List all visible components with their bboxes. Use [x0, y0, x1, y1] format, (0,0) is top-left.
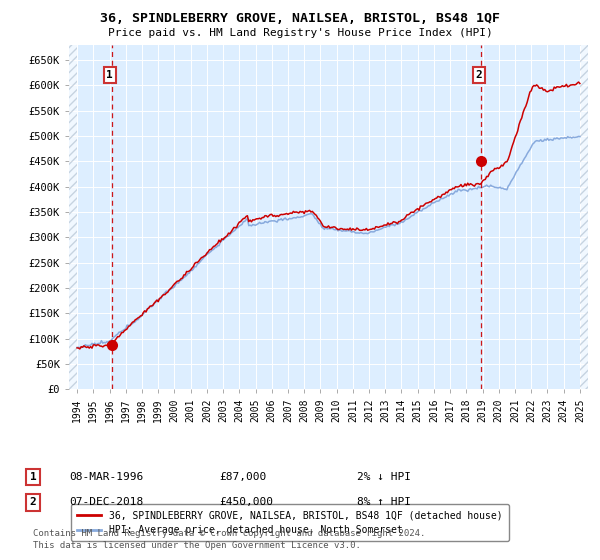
- Bar: [580, 45, 588, 389]
- Bar: [69, 45, 77, 389]
- Text: 1: 1: [106, 70, 113, 80]
- Text: 1: 1: [29, 472, 37, 482]
- Text: Contains HM Land Registry data © Crown copyright and database right 2024.
This d: Contains HM Land Registry data © Crown c…: [33, 529, 425, 550]
- Text: £450,000: £450,000: [219, 497, 273, 507]
- Text: 08-MAR-1996: 08-MAR-1996: [69, 472, 143, 482]
- Text: 2: 2: [29, 497, 37, 507]
- Text: 2: 2: [475, 70, 482, 80]
- Text: 36, SPINDLEBERRY GROVE, NAILSEA, BRISTOL, BS48 1QF: 36, SPINDLEBERRY GROVE, NAILSEA, BRISTOL…: [100, 12, 500, 25]
- Text: Price paid vs. HM Land Registry's House Price Index (HPI): Price paid vs. HM Land Registry's House …: [107, 28, 493, 38]
- Text: 07-DEC-2018: 07-DEC-2018: [69, 497, 143, 507]
- Text: 8% ↑ HPI: 8% ↑ HPI: [357, 497, 411, 507]
- Text: 2% ↓ HPI: 2% ↓ HPI: [357, 472, 411, 482]
- Text: £87,000: £87,000: [219, 472, 266, 482]
- Legend: 36, SPINDLEBERRY GROVE, NAILSEA, BRISTOL, BS48 1QF (detached house), HPI: Averag: 36, SPINDLEBERRY GROVE, NAILSEA, BRISTOL…: [71, 504, 509, 541]
